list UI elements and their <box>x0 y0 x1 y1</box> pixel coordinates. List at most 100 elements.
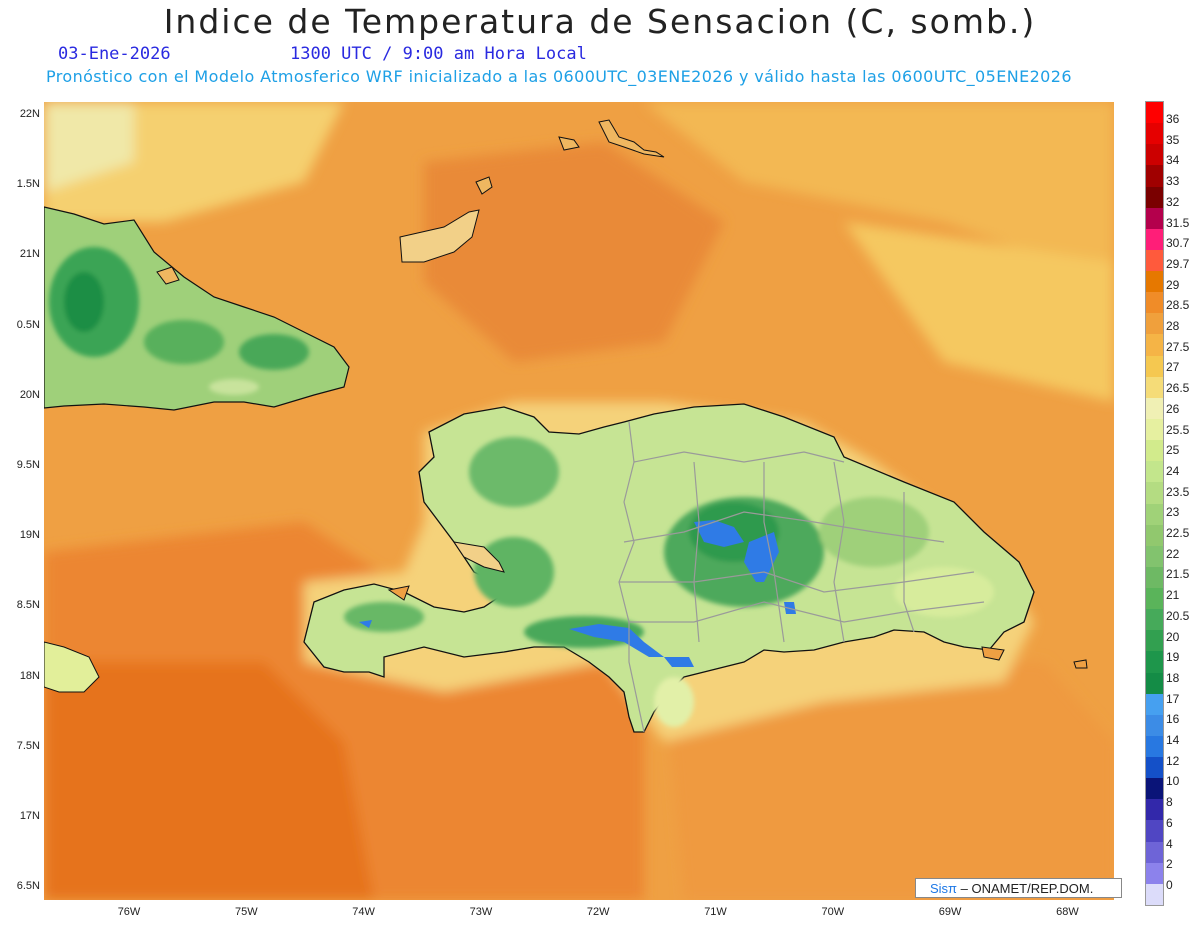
land-hispaniola <box>303 403 1035 733</box>
longitude-label: 76W <box>117 906 141 918</box>
longitude-label: 74W <box>352 906 375 918</box>
colorbar-label: 31.5 <box>1166 215 1190 230</box>
latitude-label: 9.5N <box>16 459 40 471</box>
colorbar-swatch <box>1146 862 1163 885</box>
colorbar-swatch <box>1146 440 1163 462</box>
colorbar-swatch <box>1146 714 1163 737</box>
colorbar-label: 34 <box>1166 153 1180 168</box>
forecast-time: 1300 UTC / 9:00 am Hora Local <box>290 44 587 64</box>
colorbar-label: 18 <box>1166 670 1180 685</box>
colorbar-label: 25.5 <box>1166 422 1190 437</box>
colorbar-swatch <box>1146 123 1163 145</box>
colorbar-label: 21 <box>1166 588 1180 603</box>
colorbar-swatch <box>1146 186 1163 209</box>
colorbar-swatch <box>1146 271 1163 293</box>
colorbar-swatch <box>1146 524 1163 547</box>
longitude-label: 72W <box>586 906 610 918</box>
colorbar-swatch <box>1146 355 1163 378</box>
colorbar-label: 29 <box>1166 277 1180 292</box>
colorbar-label: 22.5 <box>1166 526 1190 540</box>
colorbar-label: 20 <box>1166 629 1180 644</box>
colorbar-swatch <box>1146 376 1163 399</box>
longitude-label: 68W <box>1056 906 1079 918</box>
colorbar-swatch <box>1146 588 1163 610</box>
colorbar-swatch <box>1146 503 1163 526</box>
colorbar-label: 8 <box>1166 795 1173 810</box>
colorbar-swatch <box>1146 313 1163 335</box>
colorbar-label: 6 <box>1166 815 1173 830</box>
colorbar-swatch <box>1146 144 1163 166</box>
longitude-label: 71W <box>704 906 727 918</box>
longitude-label: 70W <box>821 906 845 918</box>
model-info: Pronóstico con el Modelo Atmosferico WRF… <box>46 67 1072 86</box>
colorbar-swatch <box>1146 165 1163 188</box>
colorbar-label: 35 <box>1166 132 1180 147</box>
colorbar-label: 24 <box>1166 463 1180 478</box>
colorbar-label: 36 <box>1166 112 1180 126</box>
latitude-label: 20N <box>19 388 40 401</box>
colorbar-label: 17 <box>1166 691 1180 706</box>
colorbar-label: 19 <box>1166 650 1180 665</box>
latitude-label: 6.5N <box>16 880 40 893</box>
colorbar-swatch <box>1146 207 1163 230</box>
colorbar-label: 16 <box>1166 712 1180 727</box>
colorbar-label: 28.5 <box>1166 298 1190 313</box>
forecast-date: 03-Ene-2026 <box>58 44 171 64</box>
credit-box: Sisπ – ONAMET/REP.DOM. <box>915 878 1122 898</box>
colorbar-label: 14 <box>1166 733 1180 747</box>
latitude-label: 7.5N <box>16 739 40 752</box>
colorbar-swatch <box>1146 249 1163 272</box>
colorbar-swatch <box>1146 693 1163 716</box>
colorbar-swatch <box>1146 418 1163 441</box>
colorbar-swatch <box>1146 228 1163 251</box>
colorbar-swatch <box>1146 630 1163 652</box>
heat-index-map <box>44 102 1114 900</box>
latitude-label: 1.5N <box>16 178 40 191</box>
colorbar-label: 22 <box>1166 546 1180 561</box>
latitude-label: 0.5N <box>16 318 40 331</box>
colorbar-label: 12 <box>1166 753 1180 768</box>
colorbar-swatch <box>1146 841 1163 864</box>
colorbar-swatch <box>1146 102 1163 124</box>
colorbar-label: 30.7 <box>1166 236 1190 251</box>
colorbar-swatch <box>1146 883 1163 906</box>
colorbar-label: 4 <box>1166 836 1173 851</box>
colorbar-label: 23.5 <box>1166 484 1190 499</box>
longitude-label: 73W <box>469 906 493 918</box>
colorbar-swatch <box>1146 799 1163 821</box>
colorbar-swatch <box>1146 334 1163 357</box>
colorbar-swatch <box>1146 651 1163 674</box>
colorbar-swatch <box>1146 735 1163 758</box>
colorbar-label: 28 <box>1166 319 1180 333</box>
colorbar-label: 20.5 <box>1166 608 1190 623</box>
longitude-label: 69W <box>938 906 962 918</box>
colorbar-swatch <box>1146 461 1163 483</box>
sispi-logo: Sisπ <box>930 881 958 896</box>
land-bahamas <box>156 119 665 285</box>
colorbar-label: 21.5 <box>1166 567 1190 582</box>
colorbar-label: 27 <box>1166 360 1180 375</box>
colorbar-swatch <box>1146 292 1163 314</box>
colorbar-label: 29.7 <box>1166 256 1190 271</box>
land-small-islands <box>44 541 1088 693</box>
colorbar-swatch <box>1146 820 1163 843</box>
colorbar-label: 33 <box>1166 174 1180 189</box>
colorbar-label: 23 <box>1166 505 1180 520</box>
colorbar-label: 27.5 <box>1166 339 1190 354</box>
colorbar-swatch <box>1146 545 1163 568</box>
colorbar-label: 0 <box>1166 877 1173 892</box>
colorbar-label: 26 <box>1166 401 1180 416</box>
colorbar-label: 10 <box>1166 774 1180 789</box>
colorbar-swatch <box>1146 482 1163 504</box>
colorbar-swatch <box>1146 609 1163 631</box>
colorbar-label: 25 <box>1166 443 1180 458</box>
colorbar-swatch <box>1146 778 1163 800</box>
longitude-label: 75W <box>234 906 258 918</box>
latitude-label: 22N <box>19 108 40 120</box>
colorbar-swatch <box>1146 566 1163 589</box>
colorbar-label: 32 <box>1166 194 1180 209</box>
colorbar-label: 2 <box>1166 857 1173 872</box>
colorbar <box>1145 101 1164 906</box>
latitude-label: 18N <box>19 669 40 682</box>
colorbar-swatch <box>1146 397 1163 420</box>
